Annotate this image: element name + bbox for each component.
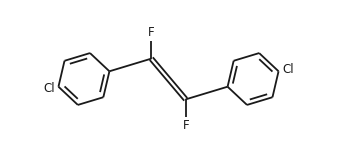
- Text: Cl: Cl: [43, 82, 55, 95]
- Text: F: F: [182, 119, 189, 132]
- Text: Cl: Cl: [282, 63, 294, 76]
- Text: F: F: [148, 26, 155, 39]
